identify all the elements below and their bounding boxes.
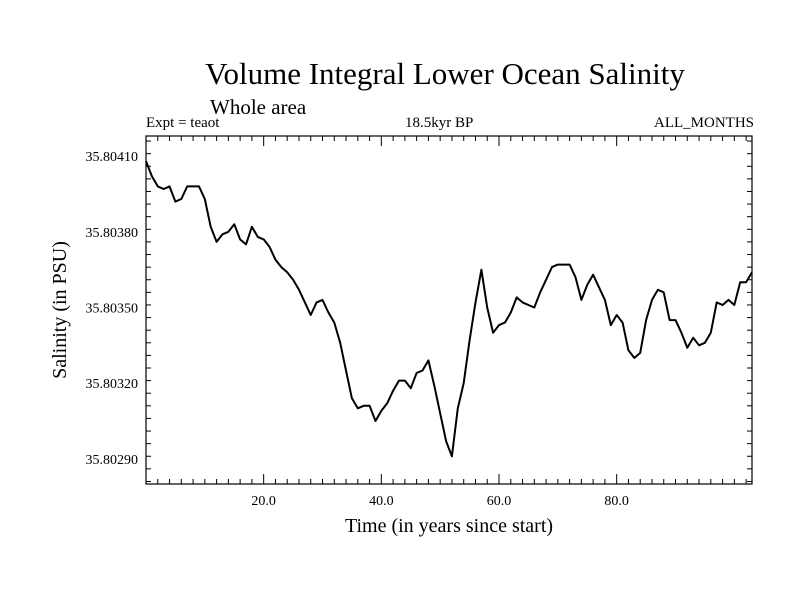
x-tick-label: 20.0 xyxy=(251,494,276,509)
y-tick-label: 35.80290 xyxy=(86,453,139,468)
chart-title: Volume Integral Lower Ocean Salinity xyxy=(205,56,685,91)
x-tick-label: 60.0 xyxy=(487,494,512,509)
y-tick-label: 35.80350 xyxy=(86,301,139,316)
y-tick-label: 35.80380 xyxy=(86,226,139,241)
y-tick-label: 35.80320 xyxy=(86,377,139,392)
y-axis-label: Salinity (in PSU) xyxy=(49,241,71,379)
months-label: ALL_MONTHS xyxy=(654,115,754,131)
tick-labels: 20.0 40.0 60.0 80.0 35.80290 35.80320 35.80350… xyxy=(86,150,629,509)
axis-ticks xyxy=(146,136,752,484)
x-tick-label: 80.0 xyxy=(604,494,629,509)
plot-frame xyxy=(145,135,753,485)
y-tick-label: 35.80410 xyxy=(86,150,139,165)
period-label: 18.5kyr BP xyxy=(405,115,474,131)
chart-subtitle: Whole area xyxy=(210,95,307,119)
x-axis-label: Time (in years since start) xyxy=(345,515,553,537)
experiment-label: Expt = teaot xyxy=(146,115,220,131)
series-line-salinity xyxy=(145,160,753,458)
x-tick-label: 40.0 xyxy=(369,494,394,509)
